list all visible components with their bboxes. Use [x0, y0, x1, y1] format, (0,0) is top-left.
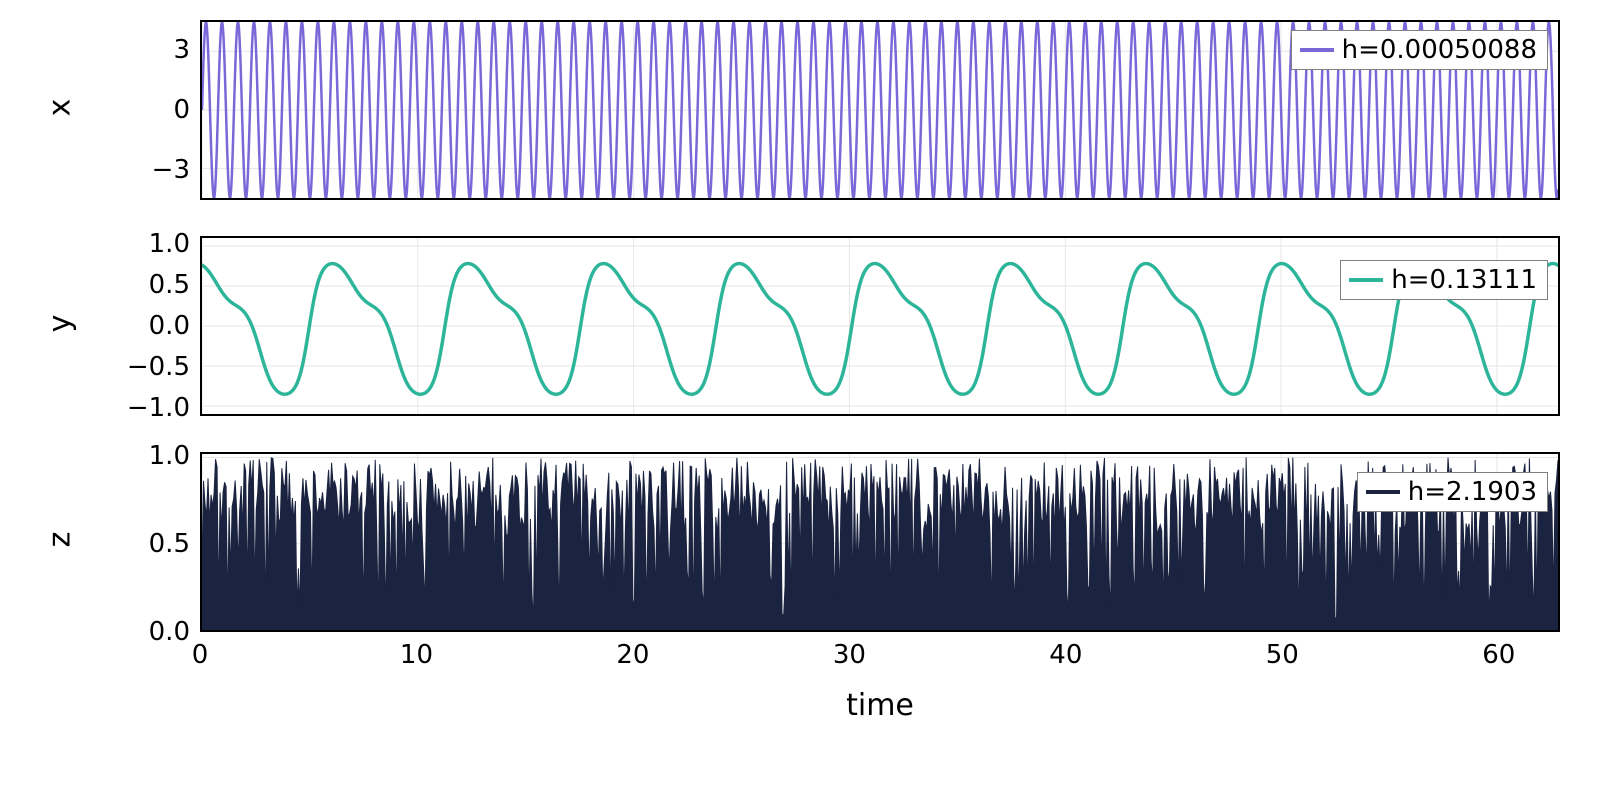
xtick-label: 60	[1482, 640, 1515, 670]
xlabel: time	[200, 688, 1560, 723]
xtick-label: 0	[192, 640, 209, 670]
timeseries-figure: x y z h=0.00050088 −303 h=0.13111 −1.0−0…	[0, 0, 1600, 800]
ytick-label: 0.0	[10, 617, 190, 647]
panel-z: h=2.1903	[200, 452, 1560, 632]
yticks-z: 0.00.51.0	[0, 452, 190, 632]
xtick-label: 20	[616, 640, 649, 670]
xticks: 0102030405060	[200, 640, 1560, 680]
ytick-label: 1.0	[10, 229, 190, 259]
ytick-label: 1.0	[10, 441, 190, 471]
plot-z	[202, 454, 1558, 630]
ytick-label: −3	[10, 155, 190, 185]
xtick-label: 10	[400, 640, 433, 670]
legend-y: h=0.13111	[1340, 260, 1548, 300]
xtick-label: 30	[833, 640, 866, 670]
legend-x: h=0.00050088	[1291, 30, 1548, 70]
xtick-label: 40	[1049, 640, 1082, 670]
ytick-label: −0.5	[10, 352, 190, 382]
yticks-x: −3 0 3	[0, 20, 190, 200]
legend-swatch-x	[1300, 48, 1334, 52]
legend-label-z: h=2.1903	[1408, 477, 1537, 507]
yticks-y: −1.0−0.50.00.51.0	[0, 236, 190, 416]
ytick-label: 3	[10, 35, 190, 65]
ytick-label: 0.5	[10, 270, 190, 300]
ytick-label: 0.5	[10, 529, 190, 559]
panel-x: h=0.00050088	[200, 20, 1560, 200]
legend-label-y: h=0.13111	[1391, 265, 1537, 295]
xtick-label: 50	[1266, 640, 1299, 670]
ytick-label: 0	[10, 95, 190, 125]
legend-swatch-z	[1366, 490, 1400, 494]
legend-swatch-y	[1349, 278, 1383, 282]
panel-y: h=0.13111	[200, 236, 1560, 416]
legend-label-x: h=0.00050088	[1342, 35, 1537, 65]
legend-z: h=2.1903	[1357, 472, 1548, 512]
ytick-label: 0.0	[10, 311, 190, 341]
ytick-label: −1.0	[10, 393, 190, 423]
